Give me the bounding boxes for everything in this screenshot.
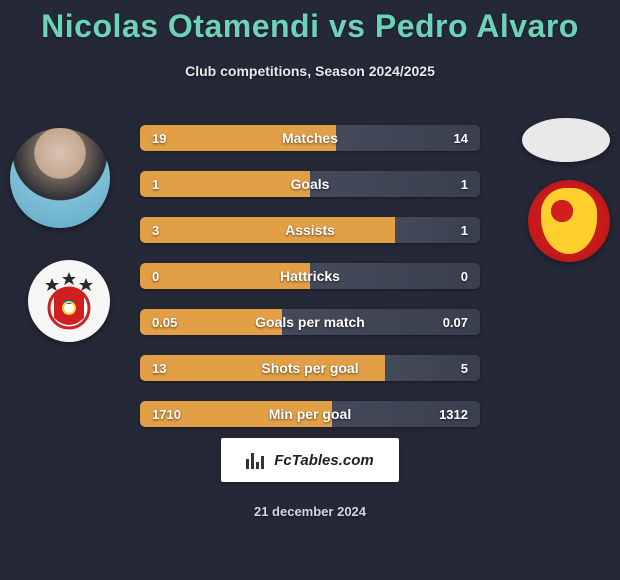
stat-bar-left — [140, 217, 395, 243]
stat-row: 19Matches14 — [140, 125, 480, 151]
stat-row: 13Shots per goal5 — [140, 355, 480, 381]
player2-club-badge — [528, 180, 610, 262]
stat-value-right: 0.07 — [443, 315, 468, 330]
brand-badge: FcTables.com — [221, 438, 399, 482]
brand-text: FcTables.com — [274, 452, 373, 469]
subtitle: Club competitions, Season 2024/2025 — [0, 63, 620, 79]
date-label: 21 december 2024 — [0, 504, 620, 519]
stats-container: 19Matches14 1Goals1 3Assists1 0Hattricks0 0.… — [140, 125, 480, 447]
stat-bar-right — [310, 171, 480, 197]
stat-value-left: 0.05 — [152, 315, 177, 330]
player1-club-badge — [28, 260, 110, 342]
stat-row: 0Hattricks0 — [140, 263, 480, 289]
stat-value-right: 1312 — [439, 407, 468, 422]
stat-value-left: 19 — [152, 131, 166, 146]
stat-bar-left — [140, 171, 310, 197]
stat-bar-left — [140, 263, 310, 289]
page-title: Nicolas Otamendi vs Pedro Alvaro — [0, 0, 620, 45]
player1-avatar — [10, 128, 110, 228]
stat-value-right: 1 — [461, 223, 468, 238]
stat-value-right: 1 — [461, 177, 468, 192]
stat-row: 1710Min per goal1312 — [140, 401, 480, 427]
stat-row: 0.05Goals per match0.07 — [140, 309, 480, 335]
stat-bar-left — [140, 125, 336, 151]
stat-value-left: 1 — [152, 177, 159, 192]
benfica-crest-icon — [34, 266, 104, 336]
player2-avatar — [522, 118, 610, 162]
stat-value-left: 0 — [152, 269, 159, 284]
stat-value-right: 5 — [461, 361, 468, 376]
stat-value-left: 13 — [152, 361, 166, 376]
stat-value-left: 3 — [152, 223, 159, 238]
newtown-crest-icon — [541, 188, 597, 254]
stat-bar-right — [310, 263, 480, 289]
stat-row: 3Assists1 — [140, 217, 480, 243]
brand-bars-icon — [246, 451, 268, 469]
stat-row: 1Goals1 — [140, 171, 480, 197]
stat-value-right: 0 — [461, 269, 468, 284]
stat-bar-left — [140, 355, 385, 381]
stat-value-left: 1710 — [152, 407, 181, 422]
stat-value-right: 14 — [454, 131, 468, 146]
